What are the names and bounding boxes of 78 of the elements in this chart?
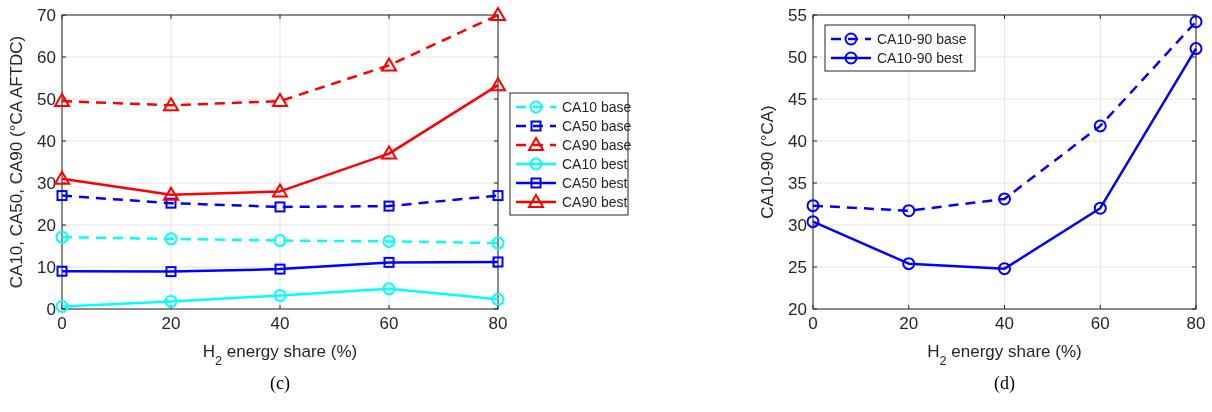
legend-label: CA10-90 best <box>877 50 963 66</box>
point <box>492 190 504 202</box>
point <box>382 234 396 248</box>
point <box>54 93 70 108</box>
x-tick-label: 20 <box>161 314 181 333</box>
text: (d) <box>994 373 1015 394</box>
legend-label: CA50 best <box>562 175 628 191</box>
point <box>806 215 820 229</box>
point <box>381 57 397 72</box>
y-tick-label: 20 <box>37 216 56 235</box>
y-axis-title: CA10, CA50, CA90 (°CA AFTDC) <box>7 35 26 289</box>
legend-label: CA90 base <box>562 137 632 153</box>
y-tick-label: 20 <box>788 300 807 319</box>
x-tick-label: 40 <box>270 314 290 333</box>
x-tick-label: 20 <box>899 314 919 333</box>
y-tick-label: 45 <box>788 90 807 109</box>
x-axis-title: H$_{2}$ energy share (%) <box>202 342 358 368</box>
y-tick-label: 10 <box>37 258 56 277</box>
legend-label: CA10 best <box>562 156 628 172</box>
point <box>164 232 178 246</box>
x-tick-label: 60 <box>1090 314 1110 333</box>
y-tick-label: 40 <box>37 132 56 151</box>
y-tick-label: 0 <box>46 300 56 319</box>
legend-label: CA50 base <box>562 118 632 134</box>
y-tick-label: 30 <box>788 216 807 235</box>
point <box>1093 201 1107 215</box>
point <box>164 294 178 308</box>
point <box>163 97 179 112</box>
x-tick-label: 80 <box>1186 314 1206 333</box>
point <box>272 93 288 108</box>
y-axis-title: CA10-90 (°CA) <box>758 105 777 219</box>
point <box>383 256 395 268</box>
x-tick-label: 60 <box>379 314 399 333</box>
point <box>273 289 287 303</box>
y-tick-label: 70 <box>37 6 56 25</box>
point <box>274 263 286 275</box>
y-tick-label: 35 <box>788 174 807 193</box>
point <box>1189 15 1203 29</box>
y-tick-label: 50 <box>37 90 56 109</box>
x-axis-title: H$_{2}$ energy share (%) <box>927 342 1082 368</box>
text: (c) <box>270 373 290 394</box>
legend-label: CA10 base <box>562 99 632 115</box>
point <box>902 257 916 271</box>
point <box>492 256 504 268</box>
point <box>55 230 69 244</box>
point <box>902 204 916 218</box>
point <box>806 199 820 213</box>
point <box>490 7 506 21</box>
point <box>165 266 177 278</box>
point <box>998 262 1011 276</box>
point <box>272 183 288 198</box>
point <box>383 200 395 212</box>
y-tick-label: 30 <box>37 174 56 193</box>
point <box>382 282 396 296</box>
point <box>491 292 505 306</box>
point <box>165 197 177 209</box>
x-tick-label: 80 <box>488 314 508 333</box>
point <box>998 192 1011 206</box>
legend-label: CA10-90 base <box>877 31 967 47</box>
point <box>1093 119 1107 133</box>
point <box>1189 42 1203 56</box>
point <box>54 170 70 185</box>
point <box>163 186 179 201</box>
point <box>273 234 287 248</box>
point <box>55 299 69 313</box>
point <box>56 265 68 277</box>
point <box>381 145 397 160</box>
y-tick-label: 55 <box>788 6 807 25</box>
point <box>56 190 68 202</box>
point <box>491 236 505 250</box>
y-tick-label: 50 <box>788 48 807 67</box>
point <box>490 77 506 92</box>
point <box>274 201 286 213</box>
y-tick-label: 60 <box>37 48 56 67</box>
x-tick-label: 40 <box>995 314 1014 333</box>
y-tick-label: 25 <box>788 258 807 277</box>
legend-label: CA90 best <box>562 194 628 210</box>
y-tick-label: 40 <box>788 132 807 151</box>
